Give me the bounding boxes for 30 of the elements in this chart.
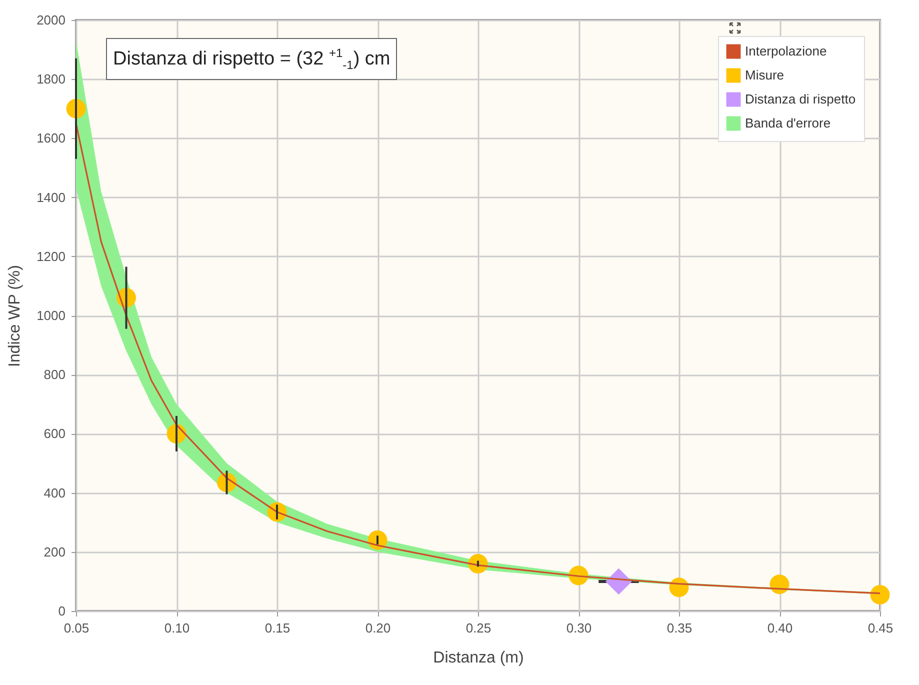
x-tick-label: 0.15	[264, 620, 290, 636]
x-tick-label: 0.10	[164, 620, 190, 636]
point	[770, 574, 790, 594]
y-tick-label: 600	[44, 426, 66, 442]
y-tick-label: 1800	[36, 72, 66, 87]
x-tick-label: 0.40	[767, 620, 793, 636]
y-tick-label: 1600	[36, 130, 66, 146]
legend-label: Banda d'errore	[745, 116, 831, 130]
y-tick-label: 400	[44, 485, 66, 500]
y-tick-label: 800	[44, 367, 66, 382]
x-tick-label: 0.20	[365, 620, 391, 636]
y-tick-label: 1200	[36, 248, 66, 264]
y-tick-label: 1000	[36, 308, 66, 323]
x-tick-label: 0.05	[64, 620, 90, 636]
y-axis-title: Indice WP (%)	[6, 265, 24, 367]
point	[669, 578, 689, 598]
y-tick-label: 200	[44, 544, 66, 560]
legend-label: Misure	[745, 68, 784, 82]
annotation: Distanza di rispetto = (32 $^{+1}$$_{-1}$) cm	[106, 38, 398, 80]
x-tick-label: 0.45	[868, 620, 894, 636]
y-tick-label: 2000	[36, 12, 66, 28]
point	[870, 585, 890, 604]
y-tick-label: 0	[58, 604, 66, 618]
x-axis-title: Distanza (m)	[433, 650, 524, 666]
x-tick-label: 0.35	[666, 620, 692, 636]
y-tick-label: 1400	[36, 190, 66, 205]
legend-label: Interpolazione	[745, 44, 827, 58]
legend-label: Distanza di rispetto	[745, 92, 856, 106]
x-tick-label: 0.30	[566, 620, 592, 636]
x-tick-label: 0.25	[466, 620, 492, 636]
